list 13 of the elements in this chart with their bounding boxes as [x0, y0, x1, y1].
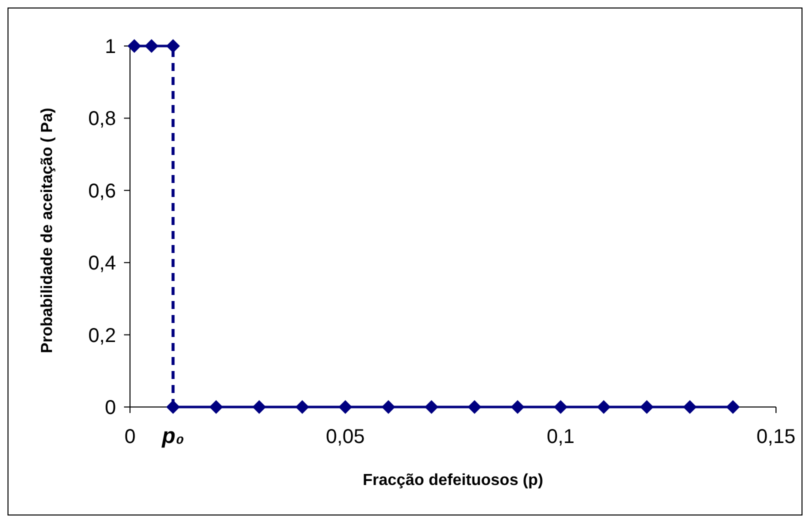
y-tick-label: 0,6	[88, 180, 116, 202]
y-tick-label: 0,2	[88, 324, 116, 347]
x-tick-label: 0	[124, 426, 136, 448]
y-tick-label: 0	[104, 397, 116, 419]
y-tick-label: 0,4	[88, 252, 116, 275]
x-tick-label: 0,05	[326, 426, 365, 448]
x-axis-title: Fracção defeituosos (p)	[362, 472, 544, 489]
y-tick-label: 0,8	[88, 108, 116, 130]
x-tick-label: 0,15	[756, 426, 796, 448]
x-tick-label: 0,1	[546, 426, 575, 448]
y-axis-title: Probabilidade de aceitação ( Pa)	[39, 108, 56, 354]
ref-line-label: p₀	[161, 423, 184, 448]
y-tick-label: 1	[104, 36, 116, 58]
